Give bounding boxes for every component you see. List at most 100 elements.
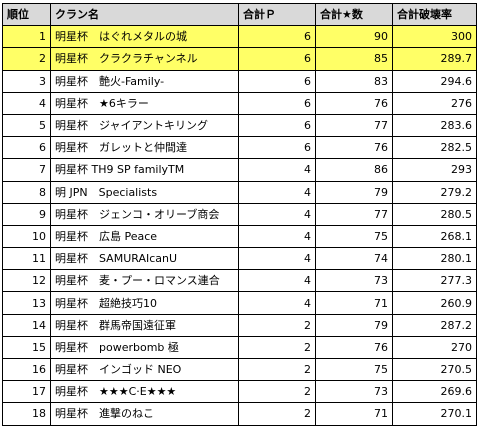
clan-name-cell: 明星杯 超絶技巧10: [50, 291, 239, 315]
header-total-destruction: 合計破壊率: [392, 2, 477, 27]
table-row: 5 明星杯 ジャイアントキリング 6 77 283.6: [2, 113, 477, 138]
total-points-cell: 6: [238, 47, 316, 71]
rank-cell: 11: [2, 247, 51, 271]
total-points-cell: 2: [238, 313, 316, 337]
rank-cell: 7: [2, 158, 51, 182]
total-stars-cell: 83: [315, 69, 393, 93]
rank-cell: 1: [2, 25, 51, 49]
total-points-cell: 4: [238, 269, 316, 293]
table-row: 9 明星杯 ジェンコ・オリーブ商会 4 77 280.5: [2, 202, 477, 226]
total-stars-cell: 73: [315, 269, 393, 293]
destruction-rate-cell: 260.9: [392, 291, 477, 315]
header-row: 順位 クラン名 合計Ｐ 合計★数 合計破壊率: [2, 2, 477, 27]
total-points-cell: 4: [238, 202, 316, 226]
clan-name-cell: 明星杯 クラクラチャンネル: [50, 47, 239, 71]
total-stars-cell: 90: [315, 25, 393, 49]
clan-name-cell: 明星杯 ★★★C·E★★★: [50, 380, 239, 404]
clan-name-cell: 明星杯 ジェンコ・オリーブ商会: [50, 202, 239, 226]
total-points-cell: 2: [238, 357, 316, 382]
total-points-cell: 2: [238, 380, 316, 404]
clan-name-cell: 明 JPN Specialists: [50, 180, 239, 204]
destruction-rate-cell: 270: [392, 335, 477, 360]
clan-name-cell: 明星杯 広島 Peace: [50, 224, 239, 249]
table-row: 4 明星杯 ★6キラー 6 76 276: [2, 91, 477, 115]
total-points-cell: 6: [238, 69, 316, 93]
destruction-rate-cell: 289.7: [392, 47, 477, 71]
total-stars-cell: 77: [315, 113, 393, 138]
rank-cell: 16: [2, 357, 51, 382]
destruction-rate-cell: 283.6: [392, 113, 477, 138]
rank-cell: 13: [2, 291, 51, 315]
rank-cell: 2: [2, 47, 51, 71]
header-rank: 順位: [2, 2, 51, 27]
table-row: 15 明星杯 powerbomb 極 2 76 270: [2, 335, 477, 360]
clan-name-cell: 明星杯 TH9 SP familyTM: [50, 158, 239, 182]
destruction-rate-cell: 277.3: [392, 269, 477, 293]
table-row: 11 明星杯 SAMURAIcanU 4 74 280.1: [2, 247, 477, 271]
destruction-rate-cell: 300: [392, 25, 477, 49]
header-clan-name: クラン名: [50, 2, 239, 27]
rank-cell: 9: [2, 202, 51, 226]
rank-cell: 10: [2, 224, 51, 249]
total-stars-cell: 76: [315, 335, 393, 360]
destruction-rate-cell: 279.2: [392, 180, 477, 204]
total-points-cell: 4: [238, 224, 316, 249]
rank-cell: 14: [2, 313, 51, 337]
destruction-rate-cell: 287.2: [392, 313, 477, 337]
clan-name-cell: 明星杯 powerbomb 極: [50, 335, 239, 360]
rank-cell: 6: [2, 136, 51, 160]
rank-cell: 8: [2, 180, 51, 204]
total-points-cell: 6: [238, 91, 316, 115]
table-row: 3 明星杯 艶火-Family- 6 83 294.6: [2, 69, 477, 93]
total-stars-cell: 74: [315, 247, 393, 271]
total-points-cell: 4: [238, 291, 316, 315]
destruction-rate-cell: 280.1: [392, 247, 477, 271]
destruction-rate-cell: 280.5: [392, 202, 477, 226]
total-stars-cell: 71: [315, 402, 393, 426]
total-stars-cell: 75: [315, 224, 393, 249]
total-points-cell: 4: [238, 247, 316, 271]
clan-name-cell: 明星杯 麦・プー・ロマンス連合: [50, 269, 239, 293]
table-row: 6 明星杯 ガレットと仲間達 6 76 282.5: [2, 136, 477, 160]
total-stars-cell: 77: [315, 202, 393, 226]
total-stars-cell: 73: [315, 380, 393, 404]
total-points-cell: 6: [238, 136, 316, 160]
header-total-points: 合計Ｐ: [238, 2, 316, 27]
total-stars-cell: 76: [315, 136, 393, 160]
total-points-cell: 2: [238, 402, 316, 426]
table-row: 16 明星杯 インゴッド NEO 2 75 270.5: [2, 357, 477, 382]
rank-cell: 3: [2, 69, 51, 93]
clan-name-cell: 明星杯 進撃のねこ: [50, 402, 239, 426]
table-body: 1 明星杯 はぐれメタルの城 6 90 300 2 明星杯 クラクラチャンネル 6 85 289.…: [2, 25, 477, 426]
table-row: 13 明星杯 超絶技巧10 4 71 260.9: [2, 291, 477, 315]
rank-cell: 5: [2, 113, 51, 138]
rank-cell: 18: [2, 402, 51, 426]
table-row: 1 明星杯 はぐれメタルの城 6 90 300: [2, 25, 477, 49]
destruction-rate-cell: 282.5: [392, 136, 477, 160]
total-stars-cell: 85: [315, 47, 393, 71]
destruction-rate-cell: 276: [392, 91, 477, 115]
table-row: 17 明星杯 ★★★C·E★★★ 2 73 269.6: [2, 380, 477, 404]
total-stars-cell: 76: [315, 91, 393, 115]
clan-name-cell: 明星杯 群馬帝国遠征軍: [50, 313, 239, 337]
clan-name-cell: 明星杯 SAMURAIcanU: [50, 247, 239, 271]
destruction-rate-cell: 294.6: [392, 69, 477, 93]
table-row: 10 明星杯 広島 Peace 4 75 268.1: [2, 224, 477, 249]
destruction-rate-cell: 268.1: [392, 224, 477, 249]
total-points-cell: 4: [238, 180, 316, 204]
total-stars-cell: 71: [315, 291, 393, 315]
total-stars-cell: 75: [315, 357, 393, 382]
destruction-rate-cell: 293: [392, 158, 477, 182]
rank-cell: 4: [2, 91, 51, 115]
rank-cell: 12: [2, 269, 51, 293]
rank-cell: 17: [2, 380, 51, 404]
header-total-stars: 合計★数: [315, 2, 393, 27]
total-stars-cell: 79: [315, 313, 393, 337]
table-row: 12 明星杯 麦・プー・ロマンス連合 4 73 277.3: [2, 269, 477, 293]
destruction-rate-cell: 270.5: [392, 357, 477, 382]
rank-cell: 15: [2, 335, 51, 360]
clan-name-cell: 明星杯 インゴッド NEO: [50, 357, 239, 382]
clan-name-cell: 明星杯 ★6キラー: [50, 91, 239, 115]
